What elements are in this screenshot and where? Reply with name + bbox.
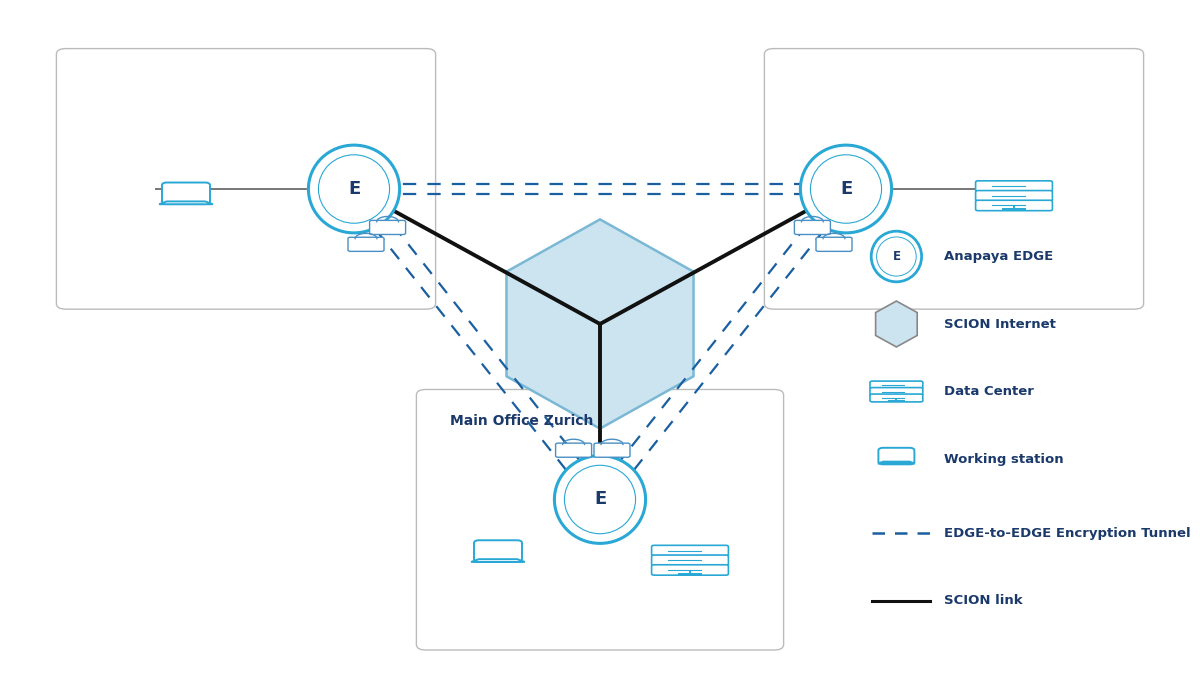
FancyBboxPatch shape — [870, 381, 923, 389]
FancyBboxPatch shape — [870, 394, 923, 402]
Text: Working station: Working station — [944, 452, 1064, 466]
Polygon shape — [876, 301, 917, 347]
FancyBboxPatch shape — [56, 49, 436, 309]
Polygon shape — [506, 219, 694, 429]
FancyBboxPatch shape — [878, 448, 914, 464]
Text: Main Office Zurich: Main Office Zurich — [450, 414, 593, 428]
Text: SCION Internet: SCION Internet — [944, 317, 1056, 331]
FancyBboxPatch shape — [556, 443, 592, 457]
FancyBboxPatch shape — [370, 220, 406, 234]
Text: E: E — [893, 250, 900, 263]
FancyBboxPatch shape — [652, 555, 728, 566]
Text: EDGE-to-EDGE Encryption Tunnel: EDGE-to-EDGE Encryption Tunnel — [944, 526, 1192, 540]
Ellipse shape — [800, 145, 892, 233]
Polygon shape — [878, 462, 914, 464]
Text: E: E — [594, 491, 606, 508]
FancyBboxPatch shape — [594, 443, 630, 457]
Ellipse shape — [308, 145, 400, 233]
Text: SCION link: SCION link — [944, 594, 1024, 608]
FancyBboxPatch shape — [764, 49, 1144, 309]
Text: E: E — [348, 180, 360, 198]
Ellipse shape — [554, 456, 646, 543]
Text: Data Center: Data Center — [944, 385, 1034, 398]
FancyBboxPatch shape — [652, 565, 728, 575]
FancyBboxPatch shape — [794, 220, 830, 234]
FancyBboxPatch shape — [816, 237, 852, 251]
FancyBboxPatch shape — [976, 181, 1052, 191]
FancyBboxPatch shape — [348, 237, 384, 251]
FancyBboxPatch shape — [474, 540, 522, 562]
Text: Anapaya EDGE: Anapaya EDGE — [944, 250, 1054, 263]
Polygon shape — [472, 559, 524, 562]
FancyBboxPatch shape — [870, 387, 923, 396]
Polygon shape — [160, 201, 212, 205]
FancyBboxPatch shape — [976, 190, 1052, 201]
FancyBboxPatch shape — [162, 182, 210, 204]
Ellipse shape — [871, 231, 922, 282]
FancyBboxPatch shape — [652, 545, 728, 556]
FancyBboxPatch shape — [416, 389, 784, 650]
Text: E: E — [840, 180, 852, 198]
FancyBboxPatch shape — [976, 200, 1052, 211]
